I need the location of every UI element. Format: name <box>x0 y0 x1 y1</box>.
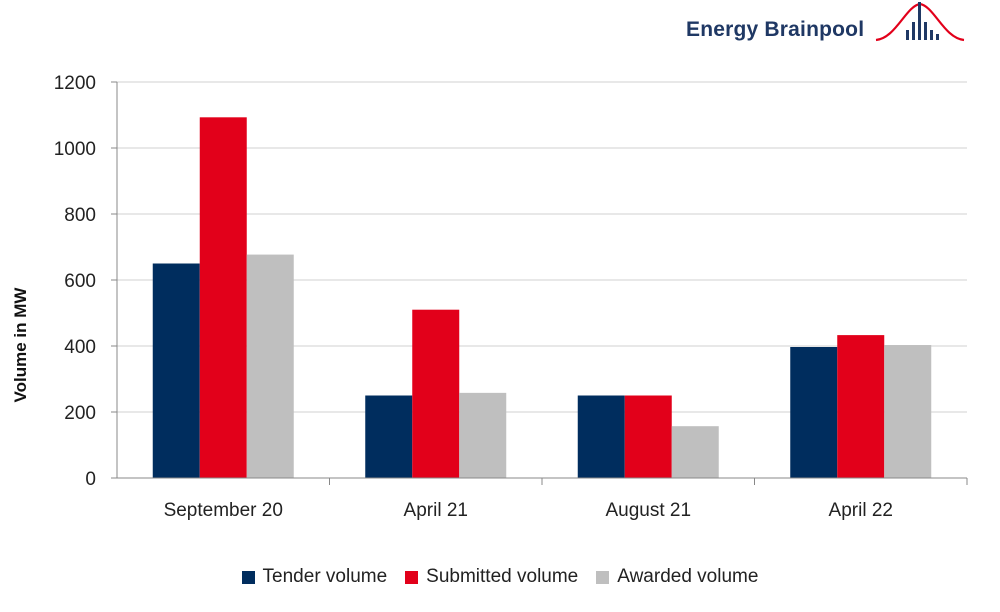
bars <box>152 117 932 478</box>
bar-tender-volume <box>577 395 625 478</box>
category-labels: September 20 April 21 August 21 April 22 <box>164 500 893 521</box>
y-tick-label: 400 <box>64 337 96 358</box>
y-tick-label: 200 <box>64 403 96 424</box>
y-tick-label: 800 <box>64 205 96 226</box>
bar-chart: 0 200 400 600 800 1000 1200 September 20 April … <box>11 73 968 521</box>
bar-awarded-volume <box>884 345 932 478</box>
legend: Tender volume Submitted volume Awarded vol… <box>0 566 1000 588</box>
legend-swatch <box>405 570 419 584</box>
category-label: August 21 <box>605 500 691 521</box>
y-tick-labels: 0 200 400 600 800 1000 1200 <box>54 73 117 490</box>
y-tick-label: 1200 <box>54 73 96 94</box>
bar-tender-volume <box>152 263 200 478</box>
bar-awarded-volume <box>459 392 507 478</box>
category-label: April 22 <box>829 500 893 521</box>
legend-item: Tender volume <box>241 566 388 588</box>
legend-item: Awarded volume <box>596 566 758 588</box>
bar-tender-volume <box>365 395 413 478</box>
bar-tender-volume <box>790 346 838 478</box>
bar-awarded-volume <box>246 254 294 478</box>
legend-label: Tender volume <box>262 566 388 587</box>
legend-swatch <box>596 570 610 584</box>
bar-submitted-volume <box>199 117 247 478</box>
legend-swatch <box>241 570 255 584</box>
legend-label: Submitted volume <box>426 566 579 587</box>
bar-submitted-volume <box>412 309 460 478</box>
y-tick-label: 600 <box>64 271 96 292</box>
brand-name: Energy Brainpool <box>686 18 865 41</box>
y-tick-label: 1000 <box>54 139 96 160</box>
bar-submitted-volume <box>837 335 885 478</box>
bar-awarded-volume <box>671 426 719 478</box>
y-tick-label: 0 <box>85 469 96 490</box>
legend-label: Awarded volume <box>617 566 759 587</box>
bar-submitted-volume <box>624 395 672 478</box>
brand-header: Energy Brainpool <box>686 0 976 50</box>
legend-item: Submitted volume <box>405 566 578 588</box>
y-axis-label: Volume in MW <box>11 287 30 403</box>
axes <box>116 82 968 485</box>
category-label: April 21 <box>404 500 468 521</box>
category-label: September 20 <box>164 500 283 521</box>
bell-curve-bars-logo-icon <box>875 2 965 42</box>
